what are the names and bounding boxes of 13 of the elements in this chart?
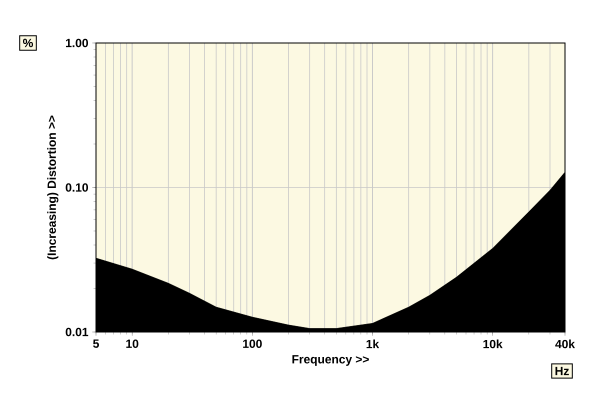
x-tick-label: 10 xyxy=(126,340,138,348)
text: % xyxy=(22,38,34,48)
x-tick-label: 100 xyxy=(243,340,262,348)
x-tick-label: 10k xyxy=(483,340,503,348)
y-tick-label: 0.10 xyxy=(66,183,88,192)
x-tick-label: 40k xyxy=(555,340,575,348)
x-tick-label: 5 xyxy=(93,340,99,348)
y-axis-title: (Increasing) Distortion >> xyxy=(47,116,58,260)
x-axis-title: Frequency >> xyxy=(292,355,369,366)
text: Hz xyxy=(556,366,569,376)
x-tick-label: 1k xyxy=(366,340,380,348)
y-tick-label: 0.01 xyxy=(66,328,88,336)
y-tick-label: 1.00 xyxy=(66,38,88,48)
